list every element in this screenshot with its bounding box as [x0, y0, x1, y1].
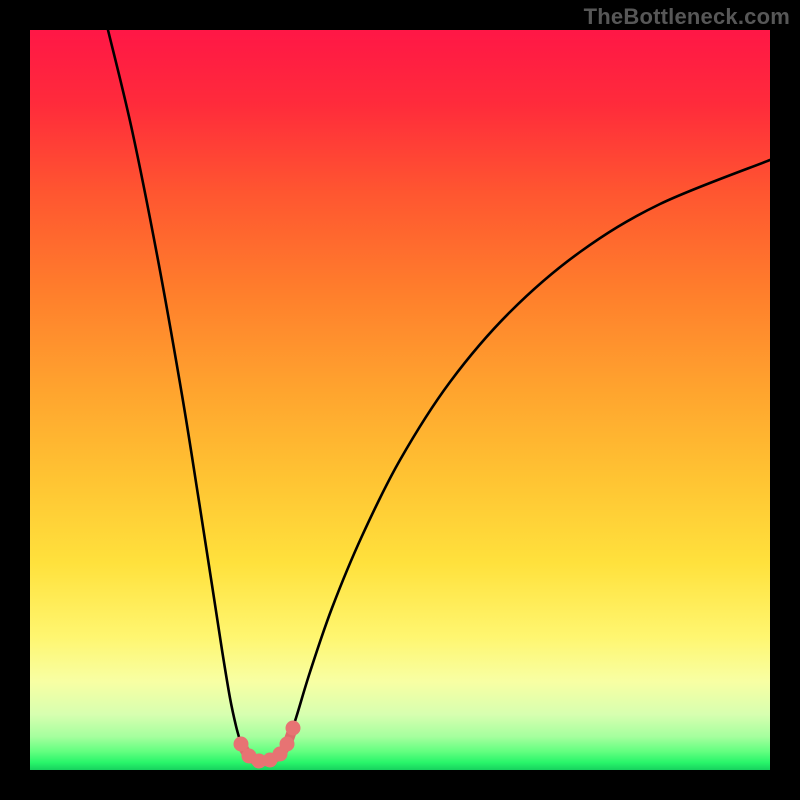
- gradient-background: [30, 30, 770, 770]
- chart-container: TheBottleneck.com: [0, 0, 800, 800]
- watermark-text: TheBottleneck.com: [584, 4, 790, 30]
- marker-dot: [286, 721, 301, 736]
- bottleneck-chart: [0, 0, 800, 800]
- marker-dot: [280, 737, 295, 752]
